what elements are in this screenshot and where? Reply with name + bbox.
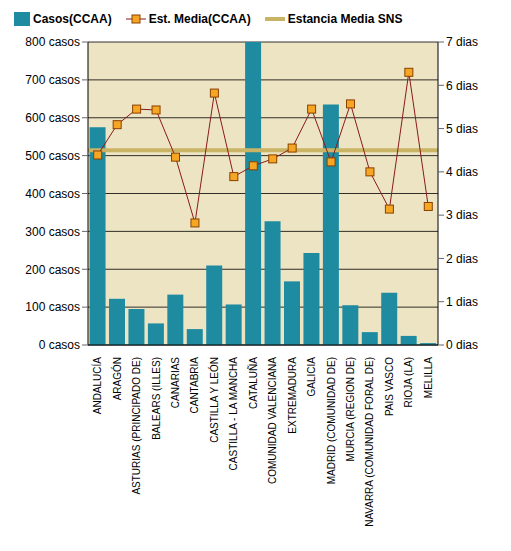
svg-text:CASTILLA Y LEÓN: CASTILLA Y LEÓN — [208, 357, 220, 443]
svg-text:500 casos: 500 casos — [25, 149, 80, 163]
svg-text:800 casos: 800 casos — [25, 35, 80, 49]
svg-text:GALICIA: GALICIA — [306, 357, 317, 397]
svg-text:5 dias: 5 dias — [446, 122, 478, 136]
svg-text:600 casos: 600 casos — [25, 111, 80, 125]
svg-text:EXTREMADURA: EXTREMADURA — [287, 357, 298, 434]
svg-text:700 casos: 700 casos — [25, 73, 80, 87]
svg-text:COMUNIDAD VALENCIANA: COMUNIDAD VALENCIANA — [267, 357, 278, 484]
html-text:Casos(CCAA): Casos(CCAA) — [33, 12, 112, 26]
svg-text:CASTILLA - LA MANCHA: CASTILLA - LA MANCHA — [228, 357, 239, 471]
html-text:Estancia Media SNS: Estancia Media SNS — [287, 12, 403, 26]
svg-text:400 casos: 400 casos — [25, 187, 80, 201]
svg-text:CATALUÑA: CATALUÑA — [247, 357, 259, 409]
svg-text:1 dias: 1 dias — [446, 295, 478, 309]
svg-text:MURCIA (REGION DE): MURCIA (REGION DE) — [345, 357, 356, 461]
svg-text:MADRID (COMUNIDAD DE): MADRID (COMUNIDAD DE) — [326, 357, 337, 484]
svg-text:BALEARS (ILLES): BALEARS (ILLES) — [151, 357, 162, 440]
svg-text:0 dias: 0 dias — [446, 338, 478, 352]
svg-text:ANDALUCÍA: ANDALUCÍA — [91, 357, 103, 415]
svg-text:CANARIAS: CANARIAS — [170, 357, 181, 408]
svg-text:MELILLA: MELILLA — [423, 357, 434, 398]
svg-text:6 dias: 6 dias — [446, 79, 478, 93]
svg-text:3 dias: 3 dias — [446, 208, 478, 222]
svg-text:200 casos: 200 casos — [25, 263, 80, 277]
svg-text:ARAGÓN: ARAGÓN — [111, 357, 123, 400]
svg-text:300 casos: 300 casos — [25, 225, 80, 239]
svg-text:NAVARRA (COMUNIDAD FORAL DE): NAVARRA (COMUNIDAD FORAL DE) — [364, 357, 375, 527]
svg-text:2 dias: 2 dias — [446, 252, 478, 266]
svg-text:4 dias: 4 dias — [446, 165, 478, 179]
svg-text:CANTABRIA: CANTABRIA — [189, 357, 200, 414]
html-text:Est. Media(CCAA): Est. Media(CCAA) — [148, 12, 251, 26]
svg-text:0 casos: 0 casos — [39, 338, 80, 352]
svg-text:100 casos: 100 casos — [25, 300, 80, 314]
svg-text:ASTURIAS (PRINCIPADO DE): ASTURIAS (PRINCIPADO DE) — [131, 357, 142, 495]
svg-text:RIOJA (LA): RIOJA (LA) — [403, 357, 414, 408]
svg-text:PAIS VASCO: PAIS VASCO — [384, 357, 395, 416]
svg-text:7 dias: 7 dias — [446, 35, 478, 49]
